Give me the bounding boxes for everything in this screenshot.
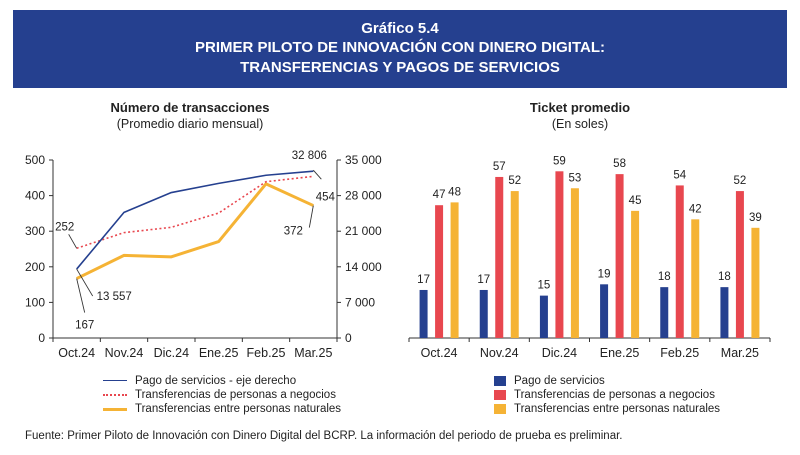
bar-value-label: 39 (749, 212, 762, 224)
bar-value-label: 45 (629, 195, 642, 207)
right-tick-label: 7 000 (345, 295, 375, 309)
bar-1 (675, 185, 684, 338)
right-tick-label: 28 000 (345, 189, 382, 203)
x-tick-label: Ene.25 (199, 346, 239, 360)
right-tick-label: 35 000 (345, 153, 382, 167)
legend-label: Transferencias de personas a negocios (135, 389, 336, 401)
left-tick-label: 400 (25, 189, 45, 203)
bar-value-label: 18 (718, 271, 731, 283)
legend-swatch-pago-servicios (494, 376, 506, 386)
x-tick-label: Mar.25 (721, 346, 759, 360)
x-tick-label: Oct.24 (58, 346, 95, 360)
legend-swatch-personas-negocios (494, 390, 506, 400)
bar-value-label: 19 (598, 268, 611, 280)
bar-value-label: 18 (658, 271, 671, 283)
legend-label: Pago de servicios (514, 375, 605, 387)
annotation-leader (76, 268, 94, 297)
x-tick-label: Ene.25 (600, 346, 640, 360)
bar-value-label: 57 (493, 161, 506, 173)
bar-0 (479, 289, 488, 338)
annotation-leader (68, 234, 78, 249)
data-label: 252 (55, 221, 74, 233)
data-label: 167 (75, 320, 94, 332)
bar-2 (510, 191, 519, 338)
right-tick-label: 21 000 (345, 224, 382, 238)
bar-value-label: 42 (689, 203, 702, 215)
bar-0 (419, 289, 428, 338)
bar-value-label: 52 (734, 175, 747, 187)
x-tick-label: Nov.24 (105, 346, 144, 360)
left-tick-label: 500 (25, 153, 45, 167)
bar-value-label: 59 (553, 155, 566, 167)
annotation-leader (312, 169, 322, 180)
series-line-0 (76, 170, 314, 270)
bar-chart-title: Ticket promedio (529, 100, 631, 115)
figure-header: Gráfico 5.4 PRIMER PILOTO DE INNOVACIÓN … (13, 10, 787, 88)
bar-0 (720, 287, 729, 338)
legend-label: Pago de servicios - eje derecho (135, 375, 297, 387)
legend-swatch-pago-servicios (103, 380, 127, 381)
bar-1 (615, 174, 624, 338)
x-tick-label: Feb.25 (660, 346, 699, 360)
bar-chart-subtitle: (En soles) (551, 117, 609, 131)
data-label: 372 (284, 226, 303, 238)
series-line-1 (76, 175, 314, 250)
legend-swatch-personas-negocios (103, 394, 127, 396)
bar-2 (691, 219, 700, 338)
figure-title-line2: TRANSFERENCIAS Y PAGOS DE SERVICIOS (240, 59, 560, 76)
bar-0 (539, 295, 548, 338)
line-chart-subtitle: (Promedio diario mensual) (116, 117, 264, 131)
source-note: Fuente: Primer Piloto de Innovación con … (25, 430, 623, 442)
annotation-leader (76, 278, 86, 313)
left-tick-label: 200 (25, 260, 45, 274)
bar-2 (751, 227, 760, 338)
bar-1 (435, 205, 444, 338)
data-label: 13 557 (97, 291, 132, 303)
bar-value-label: 17 (417, 274, 430, 286)
legend-swatch-personas-naturales (494, 404, 506, 414)
line-chart: 0 100 200 300 400 500 0 7 000 14 000 21 000 28 000… (25, 150, 382, 360)
bar-2 (570, 188, 579, 338)
left-tick-label: 100 (25, 295, 45, 309)
bar-2 (450, 202, 459, 338)
right-tick-label: 14 000 (345, 260, 382, 274)
line-chart-title: Número de transacciones (110, 100, 270, 115)
x-tick-label: Mar.25 (294, 346, 332, 360)
x-tick-label: Feb.25 (247, 346, 286, 360)
data-label: 454 (316, 191, 336, 203)
bar-2 (631, 210, 640, 338)
legend-label: Transferencias entre personas naturales (135, 403, 342, 415)
left-tick-label: 0 (38, 331, 45, 345)
legend-label: Transferencias de personas a negocios (514, 389, 715, 401)
bar-1 (735, 191, 744, 338)
bar-value-label: 53 (569, 172, 582, 184)
bar-value-label: 17 (477, 274, 490, 286)
bar-0 (600, 284, 609, 338)
legend-swatch-personas-naturales (103, 408, 127, 411)
x-tick-label: Dic.24 (542, 346, 577, 360)
bar-value-label: 52 (508, 175, 521, 187)
bar-value-label: 58 (613, 158, 626, 170)
bar-value-label: 47 (433, 189, 446, 201)
annotation-leader (308, 205, 314, 228)
bar-value-label: 15 (538, 280, 551, 292)
x-tick-label: Nov.24 (480, 346, 519, 360)
x-tick-label: Dic.24 (154, 346, 189, 360)
bar-0 (660, 287, 669, 338)
left-tick-label: 300 (25, 224, 45, 238)
x-tick-label: Oct.24 (421, 346, 458, 360)
bar-1 (555, 171, 564, 338)
bar-value-label: 48 (448, 186, 461, 198)
right-tick-label: 0 (345, 331, 352, 345)
figure-label: Gráfico 5.4 (361, 20, 439, 37)
bar-1 (495, 176, 504, 338)
data-label: 32 806 (292, 150, 327, 162)
series-line-2 (76, 182, 314, 280)
bar-value-label: 54 (673, 169, 686, 181)
figure-title-line1: PRIMER PILOTO DE INNOVACIÓN CON DINERO D… (194, 39, 605, 56)
legend-label: Transferencias entre personas naturales (514, 403, 721, 415)
